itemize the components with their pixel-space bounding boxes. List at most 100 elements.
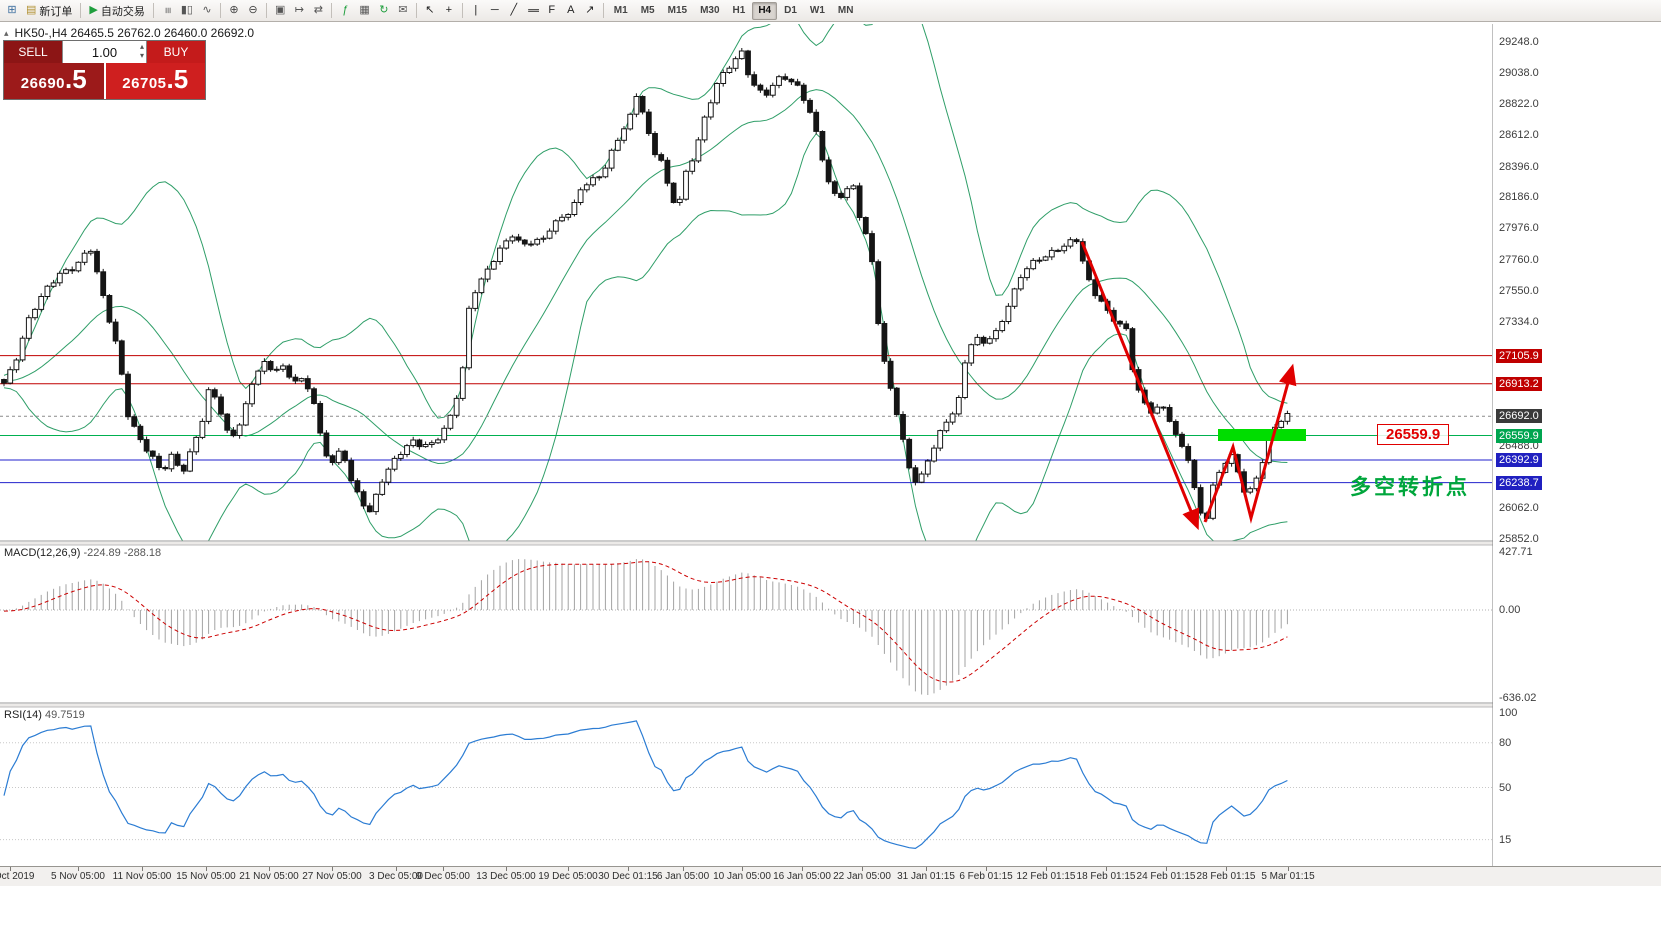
time-axis-tick (568, 867, 569, 871)
new-chart-button[interactable]: ⊞ (3, 2, 21, 20)
tile-windows-button[interactable]: ▣ (271, 2, 289, 20)
time-axis-tick (1046, 867, 1047, 871)
auto-scroll-button[interactable]: ↦ (290, 2, 308, 20)
vertical-line-icon: | (474, 4, 478, 16)
auto-trading-button[interactable]: ▶ 自动交易 (85, 2, 148, 20)
time-axis-label: 18 Feb 01:15 (1076, 871, 1136, 882)
bar-chart-button[interactable]: ≡ (158, 2, 176, 20)
volume-decrease-button[interactable]: ▾ (139, 51, 144, 60)
time-axis-tick (862, 867, 863, 871)
one-click-toggle-icon[interactable]: ▴ (4, 27, 9, 38)
price-axis-tag: 26238.7 (1496, 476, 1542, 490)
sell-price-pips: .5 (65, 64, 87, 94)
price-axis-label: 29038.0 (1499, 67, 1539, 79)
line-chart-button[interactable]: ∿ (198, 2, 216, 20)
sell-price-main: 26690 (20, 75, 66, 92)
fibonacci-button[interactable]: F (543, 2, 561, 20)
sell-price-display[interactable]: 26690.5 (4, 63, 104, 99)
toolbar-separator (265, 3, 267, 18)
timeframe-m1-button[interactable]: M1 (613, 5, 628, 16)
time-axis-label: 16 Jan 05:00 (773, 871, 831, 882)
crosshair-button[interactable]: + (440, 2, 458, 20)
cursor-button[interactable]: ↖ (421, 2, 439, 20)
price-axis-tag: 26913.2 (1496, 377, 1542, 391)
buy-price-display[interactable]: 26705.5 (105, 63, 205, 99)
new-order-button[interactable]: ▤ 新订单 (22, 2, 76, 20)
time-axis-tick (332, 867, 333, 871)
rsi-layer (0, 720, 1492, 850)
timeframe-m30-button[interactable]: M30 (700, 5, 720, 16)
new-order-icon: ▤ (26, 4, 37, 16)
time-axis-label: 30 Dec 01:15 (598, 871, 658, 882)
vertical-line-button[interactable]: | (467, 2, 485, 20)
volume-increase-button[interactable]: ▴ (139, 42, 144, 51)
equidistant-channel-button[interactable]: ∥ (524, 2, 542, 20)
price-axis-label: 29248.0 (1499, 36, 1539, 48)
arrows-button[interactable]: ↗ (581, 2, 599, 20)
timeframe-h1-button[interactable]: H1 (732, 5, 746, 16)
macd-axis-label: 427.71 (1499, 546, 1533, 558)
zoom-out-icon: ⊖ (248, 4, 258, 16)
sell-button[interactable]: SELL (4, 41, 62, 63)
export-icon: ✉ (398, 4, 408, 16)
volume-value: 1.00 (91, 44, 118, 60)
templates-button[interactable]: ▦ (355, 2, 373, 20)
time-axis-tick (683, 867, 684, 871)
new-order-label: 新订单 (39, 5, 73, 18)
price-axis-tag: 26392.9 (1496, 453, 1542, 467)
auto-trading-icon: ▶ (89, 4, 98, 16)
zoom-out-button[interactable]: ⊖ (244, 2, 262, 20)
price-axis-label: 28822.0 (1499, 98, 1539, 110)
zoom-in-button[interactable]: ⊕ (225, 2, 243, 20)
time-axis-label: 5 Nov 05:00 (51, 871, 105, 882)
toolbar-separator (219, 3, 221, 18)
buy-price-main: 26705 (122, 75, 167, 92)
trendline-icon: ╱ (510, 4, 518, 16)
time-axis-label: 31 Jan 01:15 (897, 871, 955, 882)
time-axis-tick (1106, 867, 1107, 871)
price-axis[interactable]: 29248.0 29038.0 28822.0 28612.0 28396.0 28186… (1493, 22, 1661, 866)
price-axis-tag: 26692.0 (1496, 409, 1542, 423)
time-axis-tick (986, 867, 987, 871)
rsi-axis-label: 80 (1499, 737, 1512, 749)
timeframe-m15-button[interactable]: M15 (667, 5, 688, 16)
candlestick-chart-button[interactable]: ▮▯ (177, 2, 197, 20)
price-axis-label: 28396.0 (1499, 161, 1539, 173)
price-callout-box[interactable]: 26559.9 (1377, 424, 1450, 445)
price-axis-label: 28186.0 (1499, 191, 1539, 203)
timeframe-mn-button[interactable]: MN (837, 5, 854, 16)
time-axis-tick (506, 867, 507, 871)
price-axis-label: 27334.0 (1499, 316, 1539, 328)
rsi-axis-label: 50 (1499, 782, 1512, 794)
horizontal-line-button[interactable]: ─ (486, 2, 504, 20)
time-axis-tick (10, 867, 11, 871)
timeframe-m5-button[interactable]: M5 (640, 5, 655, 16)
arrows-icon: ↗ (585, 4, 595, 16)
timeframe-h4-button[interactable]: H4 (752, 1, 778, 20)
turning-point-label[interactable]: 多空转折点 (1350, 476, 1470, 499)
time-axis-tick (443, 867, 444, 871)
timeframe-w1-button[interactable]: W1 (809, 5, 825, 16)
indicators-button[interactable]: ƒ (336, 2, 354, 20)
buy-button[interactable]: BUY (147, 41, 205, 63)
rsi-axis-label: 15 (1499, 834, 1512, 846)
crosshair-icon: + (445, 4, 453, 16)
trendline-button[interactable]: ╱ (505, 2, 523, 20)
timeframe-d1-button[interactable]: D1 (784, 5, 797, 16)
time-axis[interactable]: 0 Oct 2019 5 Nov 05:00 11 Nov 05:00 15 Nov … (0, 866, 1661, 886)
text-button[interactable]: A (562, 2, 580, 20)
volume-field[interactable]: 1.00 ▴ ▾ (62, 41, 147, 63)
macd-layer (0, 559, 1492, 695)
chart-shift-button[interactable]: ⇄ (309, 2, 327, 20)
refresh-button[interactable]: ↻ (375, 2, 393, 20)
price-axis-label: 28612.0 (1499, 129, 1539, 141)
time-axis-tick (926, 867, 927, 871)
rsi-value: 49.7519 (44, 709, 85, 721)
main-toolbar: ⊞ ▤ 新订单 ▶ 自动交易 ≡ ▮▯ ∿ ⊕ ⊖ ▣ ↦ ⇄ ƒ ▦ ↻ ✉ ↖ + | ─ ╱ ∥ F A ↗ M1 M5 M15 M… (0, 0, 1661, 22)
rsi-axis-label: 100 (1499, 707, 1518, 719)
price-axis-label: 25852.0 (1499, 533, 1539, 545)
chart-shift-icon: ⇄ (313, 4, 323, 16)
refresh-icon: ↻ (379, 4, 389, 16)
macd-main-value: -224.89 (83, 547, 121, 559)
export-button[interactable]: ✉ (394, 2, 412, 20)
